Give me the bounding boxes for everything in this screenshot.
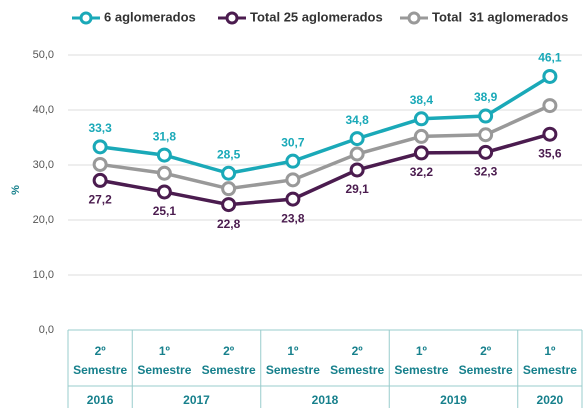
- marker: [285, 191, 301, 207]
- x-tick-label: Semestre: [266, 363, 320, 377]
- data-label: 38,9: [474, 90, 498, 104]
- legend-marker: [79, 11, 93, 25]
- y-tick-label: 40,0: [33, 104, 54, 116]
- marker: [478, 127, 494, 143]
- x-tick-label: Semestre: [459, 363, 513, 377]
- marker: [285, 172, 301, 188]
- x-tick-label: 1º: [416, 344, 428, 358]
- data-label: 32,2: [410, 165, 434, 179]
- marker: [413, 128, 429, 144]
- year-label: 2019: [440, 393, 467, 407]
- data-label: 46,1: [538, 51, 562, 65]
- series-line: [99, 104, 551, 191]
- legend-label: Total 31 aglomerados: [432, 9, 568, 24]
- y-tick-label: 50,0: [33, 49, 54, 61]
- marker: [349, 162, 365, 178]
- year-label: 2018: [312, 393, 339, 407]
- legend-marker: [407, 11, 421, 25]
- marker: [92, 139, 108, 155]
- x-tick-label: Semestre: [137, 363, 191, 377]
- marker: [413, 145, 429, 161]
- marker: [542, 98, 558, 114]
- marker: [542, 126, 558, 142]
- marker: [285, 153, 301, 169]
- year-label: 2017: [183, 393, 210, 407]
- data-label: 32,3: [474, 165, 498, 179]
- marker: [349, 146, 365, 162]
- data-label: 23,8: [281, 211, 305, 225]
- x-tick-label: 2º: [95, 344, 107, 358]
- marker: [92, 172, 108, 188]
- x-tick-label: Semestre: [202, 363, 256, 377]
- x-tick-label: Semestre: [394, 363, 448, 377]
- series-line: [99, 132, 551, 207]
- x-tick-label: 1º: [287, 344, 299, 358]
- marker: [478, 108, 494, 124]
- legend-label: 6 aglomerados: [104, 9, 196, 24]
- x-tick-label: 1º: [544, 344, 556, 358]
- marker: [221, 197, 237, 213]
- y-tick-label: 20,0: [33, 214, 54, 226]
- series-line: [99, 74, 551, 176]
- x-tick-label: Semestre: [523, 363, 577, 377]
- marker: [413, 111, 429, 127]
- marker: [542, 68, 558, 84]
- marker: [156, 184, 172, 200]
- y-tick-label: 0,0: [39, 324, 54, 336]
- marker: [478, 144, 494, 160]
- marker: [349, 131, 365, 147]
- year-label: 2020: [537, 393, 564, 407]
- marker: [92, 156, 108, 172]
- x-tick-label: 1º: [159, 344, 171, 358]
- data-label: 35,6: [538, 146, 562, 160]
- data-label: 31,8: [153, 129, 177, 143]
- data-label: 33,3: [88, 121, 112, 135]
- marker: [156, 165, 172, 181]
- data-label: 38,4: [410, 93, 434, 107]
- x-tick-label: Semestre: [330, 363, 384, 377]
- y-tick-label: 30,0: [33, 159, 54, 171]
- data-label: 22,8: [217, 217, 241, 231]
- data-label: 34,8: [345, 113, 369, 127]
- data-label: 25,1: [153, 204, 177, 218]
- marker: [221, 181, 237, 197]
- data-label: 27,2: [88, 193, 112, 207]
- data-label: 28,5: [217, 147, 241, 161]
- year-label: 2016: [87, 393, 114, 407]
- legend-label: Total 25 aglomerados: [250, 9, 383, 24]
- marker: [221, 165, 237, 181]
- x-tick-label: Semestre: [73, 363, 127, 377]
- x-tick-label: 2º: [352, 344, 364, 358]
- legend-marker: [225, 11, 239, 25]
- y-axis-label: %: [10, 185, 22, 195]
- data-label: 29,1: [345, 182, 369, 196]
- y-tick-label: 10,0: [33, 269, 54, 281]
- x-tick-label: 2º: [480, 344, 492, 358]
- data-label: 30,7: [281, 135, 305, 149]
- marker: [156, 147, 172, 163]
- x-tick-label: 2º: [223, 344, 235, 358]
